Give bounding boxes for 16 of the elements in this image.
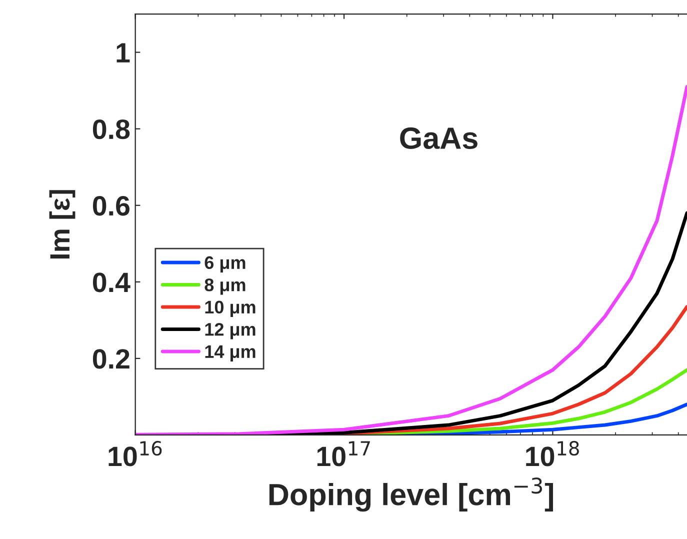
y-tick-label: 0.4 (92, 272, 130, 292)
x-tick-label: 10$^{16}$ (108, 440, 162, 466)
y-tick-label: 1 (116, 43, 130, 62)
x-tick-label: 10$^{18}$ (526, 440, 579, 466)
y-tick-label: 0.2 (92, 349, 130, 369)
y-tick-label: 0.6 (92, 196, 130, 216)
legend-label: 8 μm (204, 278, 246, 295)
y-axis-title: Im [ε] (49, 190, 76, 259)
x-tick-label: 10$^{17}$ (317, 441, 370, 466)
legend-label: 14 μm (205, 345, 256, 362)
x-axis-title: Doping level [cm$^{−3}$] (269, 478, 554, 512)
legend-label: 6 μm (204, 256, 246, 273)
annotation: GaAs (400, 127, 478, 150)
y-tick-label: 0.8 (92, 119, 130, 140)
legend-label: 10 μm (205, 300, 256, 318)
legend-label: 12 μm (205, 322, 256, 340)
